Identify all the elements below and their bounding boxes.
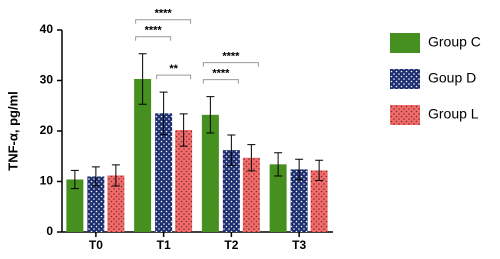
error-bar xyxy=(315,159,324,181)
y-tick-label: 30 xyxy=(40,73,54,87)
error-bar xyxy=(70,169,79,190)
bar xyxy=(290,169,308,232)
legend-label: Group L xyxy=(428,106,479,122)
bar xyxy=(87,176,105,232)
y-tick-label: 40 xyxy=(40,22,54,36)
y-tick-label: 10 xyxy=(40,174,54,188)
significance-label: **** xyxy=(222,51,240,63)
significance-bracket xyxy=(135,19,192,24)
error-bar xyxy=(247,144,256,172)
significance-label: **** xyxy=(145,25,163,37)
bar xyxy=(269,164,287,232)
bar xyxy=(222,150,240,232)
error-bar xyxy=(138,53,147,105)
error-bar xyxy=(295,158,304,180)
bar xyxy=(107,175,125,232)
error-bar xyxy=(206,96,215,134)
x-tick-label: T2 xyxy=(224,238,238,252)
bar xyxy=(66,179,84,232)
bar xyxy=(134,78,152,232)
legend-swatch xyxy=(390,105,420,125)
x-tick-label: T0 xyxy=(89,238,103,252)
error-bar xyxy=(227,134,236,166)
bar xyxy=(242,157,260,232)
error-bar xyxy=(111,164,120,187)
bar xyxy=(175,129,193,232)
x-tick-label: T1 xyxy=(157,238,171,252)
legend-label: Goup D xyxy=(428,70,476,86)
error-bar xyxy=(159,91,168,136)
y-tick-label: 20 xyxy=(40,123,54,137)
significance-bracket xyxy=(135,36,172,41)
legend-label: Group C xyxy=(428,34,481,50)
error-bar xyxy=(91,166,100,187)
y-tick-label: 0 xyxy=(46,224,53,238)
significance-label: ** xyxy=(169,63,178,75)
error-bar xyxy=(179,113,188,147)
legend-swatch xyxy=(390,33,420,53)
bar xyxy=(155,113,173,232)
bar xyxy=(310,170,328,232)
y-axis-label: TNF-α, pg/ml xyxy=(5,91,20,170)
error-bar xyxy=(274,152,283,177)
significance-bracket xyxy=(156,74,192,80)
significance-label: **** xyxy=(212,68,230,80)
significance-bracket xyxy=(202,62,259,67)
bar xyxy=(201,114,219,232)
significance-label: **** xyxy=(155,8,173,20)
legend-swatch xyxy=(390,69,420,89)
significance-bracket xyxy=(202,79,239,84)
x-tick-label: T3 xyxy=(292,238,306,252)
